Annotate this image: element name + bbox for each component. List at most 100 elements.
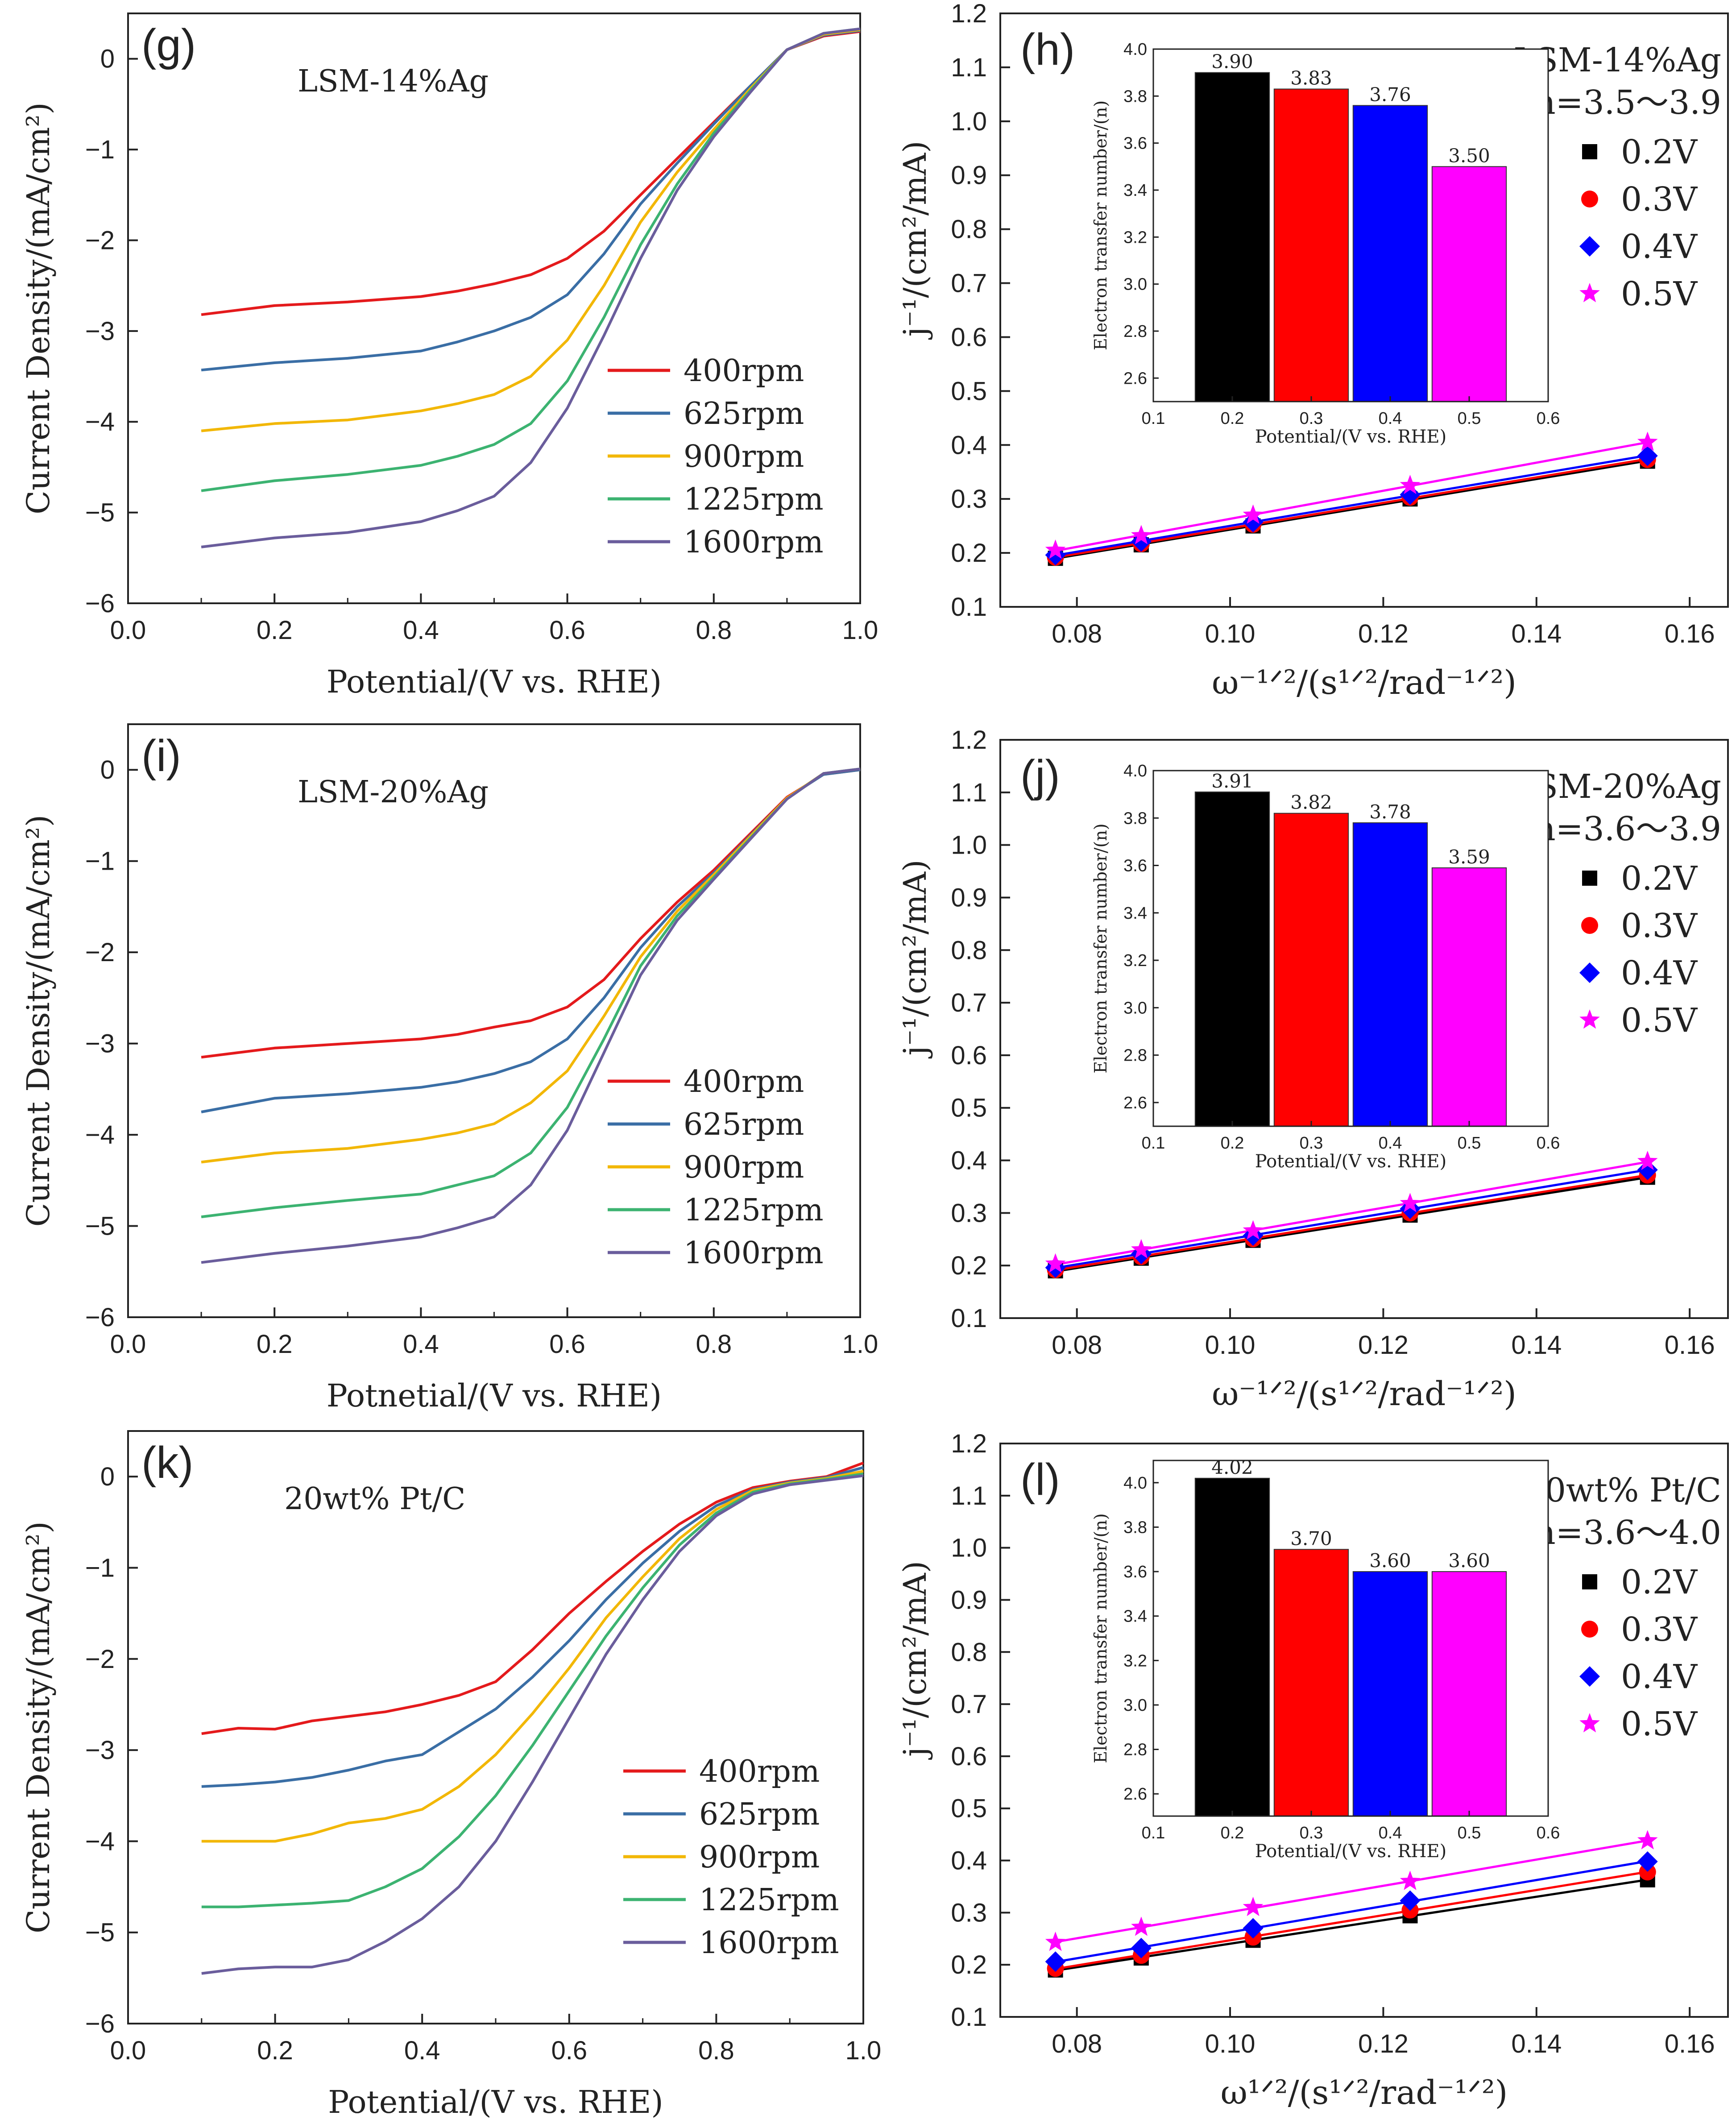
inset-y-tick-label: 3.8 [1123, 87, 1147, 106]
y-tick-label: 0.5 [951, 1794, 987, 1823]
legend-label: 625rpm [684, 396, 804, 431]
y-tick-label: 1.1 [951, 53, 987, 82]
inset-bar-label: 4.02 [1211, 1456, 1253, 1478]
legend-label: 400rpm [684, 353, 804, 389]
y-tick-label: 0.1 [951, 1304, 987, 1333]
inset-y-axis-label: Electron transfer number/(n) [1091, 823, 1110, 1073]
fit-line-0.4V [1055, 454, 1648, 557]
inset-y-tick-label: 4.0 [1123, 1474, 1147, 1493]
marker-diamond [1637, 445, 1658, 466]
fit-line-0.3V [1055, 1871, 1648, 1970]
inset-bar-0.4 [1352, 105, 1428, 402]
inset-bar-label: 3.50 [1448, 145, 1490, 166]
legend-label: 0.2V [1621, 133, 1698, 171]
y-tick-label: 0.6 [951, 323, 987, 352]
inset-x-tick-label: 0.3 [1300, 1824, 1323, 1842]
x-tick-label: 0.14 [1511, 2029, 1562, 2058]
inset-x-axis-label: Potential/(V vs. RHE) [1255, 1841, 1446, 1862]
y-tick-label: 0.3 [951, 1898, 987, 1927]
series-line-1600rpm [201, 1474, 864, 1975]
panel-j: 0.08 0.10 0.12 0.14 0.16 0.1 0.2 0.3 0.4 0.5 0.6 0.… [897, 726, 1729, 1413]
legend-label: 0.4V [1621, 954, 1698, 992]
panel-label: (l) [1020, 1455, 1060, 1505]
marker-star [1045, 1253, 1066, 1273]
series-line-400rpm [201, 768, 861, 1059]
legend-label: 900rpm [699, 1840, 820, 1875]
inset-y-tick-label: 2.8 [1123, 322, 1147, 341]
inset-x-tick-label: 0.2 [1221, 409, 1244, 428]
marker-diamond [1400, 484, 1421, 505]
x-tick-label: 0.4 [403, 1330, 439, 1359]
y-tick-label: 1.1 [951, 1481, 987, 1510]
inset-y-tick-label: 3.4 [1123, 904, 1147, 923]
legend-label: 1600rpm [684, 1236, 824, 1271]
y-tick-label: −4 [85, 407, 115, 436]
x-tick-label: 0.2 [257, 1330, 293, 1359]
inset-y-tick-label: 3.2 [1123, 228, 1147, 247]
inset-x-axis-label: Potential/(V vs. RHE) [1255, 427, 1446, 447]
marker-star [1400, 475, 1421, 494]
x-tick-label: 0.0 [110, 616, 146, 645]
x-tick-label: 0.08 [1052, 2029, 1102, 2058]
panel-title: LSM-14%Ag [298, 64, 489, 99]
y-tick-label: 0.9 [951, 1585, 987, 1614]
marker-circle [1581, 1621, 1598, 1638]
panel-k: 0.0 0.2 0.4 0.6 0.8 1.0 0 −1 −2 −3 −4 −5 −6 (k) 20wt% … [20, 1430, 882, 2120]
panel-label: (h) [1020, 25, 1075, 75]
legend-label: 400rpm [699, 1754, 820, 1789]
y-tick-label: −1 [85, 847, 115, 876]
marker-star [1579, 1713, 1600, 1733]
legend-label: 625rpm [699, 1797, 820, 1832]
x-tick-label: 1.0 [845, 2036, 882, 2065]
marker-square [1582, 1574, 1597, 1589]
fit-line-0.2V [1055, 1879, 1648, 1972]
inset-bar-0.4 [1352, 822, 1428, 1127]
x-tick-label: 0.12 [1358, 619, 1409, 648]
y-tick-label: 0.7 [951, 988, 987, 1017]
marker-star [1243, 1896, 1264, 1916]
inset-bar-0.3 [1273, 1549, 1349, 1817]
fit-line-0.4V [1055, 1169, 1648, 1269]
inset-y-tick-label: 4.0 [1123, 40, 1147, 59]
x-tick-label: 0.10 [1205, 2029, 1255, 2058]
inset-bar-0.3 [1273, 88, 1349, 402]
inset-bar-label: 3.60 [1369, 1550, 1411, 1572]
inset-x-tick-label: 0.1 [1142, 1824, 1165, 1842]
x-axis-label: Potnetial/(V vs. RHE) [327, 1377, 662, 1414]
x-tick-label: 0.16 [1665, 2029, 1715, 2058]
marker-star [1400, 1871, 1421, 1890]
series-line-400rpm [201, 1461, 864, 1735]
legend-label: 0.4V [1621, 1658, 1698, 1696]
y-tick-label: −1 [85, 135, 115, 164]
y-axis-label: j⁻¹/(cm²/mA) [897, 859, 933, 1058]
marker-diamond [1243, 512, 1264, 533]
inset-y-tick-label: 3.2 [1123, 951, 1147, 970]
inset-x-tick-label: 0.3 [1300, 409, 1323, 428]
inset-bar-0.4 [1352, 1571, 1428, 1817]
inset-x-tick-label: 0.3 [1300, 1134, 1323, 1153]
inset-bar-0.5 [1431, 1571, 1507, 1817]
y-tick-label: −4 [85, 1120, 115, 1149]
inset-y-tick-label: 3.0 [1123, 275, 1147, 294]
marker-diamond [1131, 1937, 1152, 1958]
marker-diamond [1579, 236, 1600, 257]
y-tick-label: −6 [85, 2009, 115, 2038]
fit-line-0.3V [1055, 1174, 1648, 1271]
marker-star [1045, 539, 1066, 559]
fit-line-0.2V [1055, 460, 1648, 560]
legend-label: 1225rpm [684, 482, 824, 517]
inset-y-tick-label: 3.6 [1123, 857, 1147, 875]
panel-title: LSM-20%Ag [298, 775, 489, 810]
inset-y-tick-label: 3.6 [1123, 134, 1147, 153]
inset-bar-label: 3.76 [1369, 83, 1411, 105]
y-tick-label: 0.6 [951, 1041, 987, 1070]
x-tick-label: 1.0 [842, 616, 878, 645]
x-tick-label: 0.0 [110, 1330, 146, 1359]
y-tick-label: 0.1 [951, 2003, 987, 2032]
legend-label: 1600rpm [684, 525, 824, 560]
inset-x-tick-label: 0.4 [1379, 409, 1402, 428]
marker-circle [1581, 917, 1598, 934]
fit-line-0.5V [1055, 1839, 1648, 1943]
marker-diamond [1045, 1951, 1066, 1972]
y-tick-label: 0.3 [951, 485, 987, 514]
